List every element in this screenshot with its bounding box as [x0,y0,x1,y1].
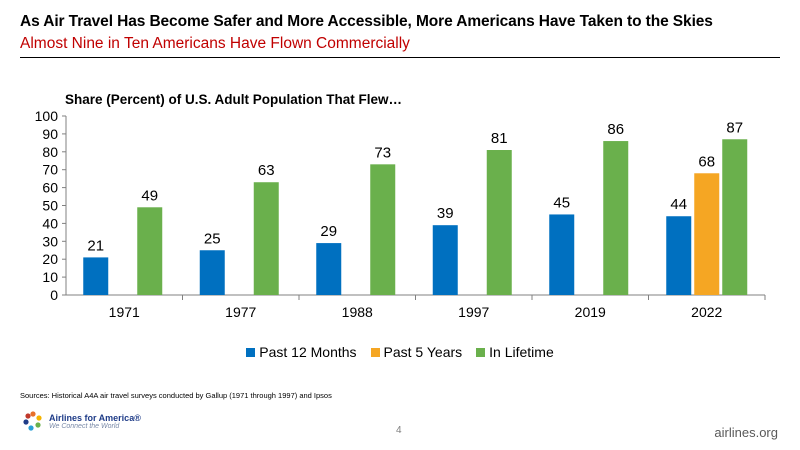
bar-in-lifetime [253,182,279,295]
data-label: 49 [141,187,158,204]
y-tick-label: 50 [42,198,58,214]
y-tick-label: 10 [42,269,58,285]
x-tick-label: 2022 [691,304,722,320]
data-label: 21 [87,237,104,254]
a4a-logo-icon [23,411,42,431]
title-divider [20,57,780,58]
y-tick-label: 90 [42,126,58,142]
bar-in-lifetime [370,164,396,295]
y-tick-label: 100 [35,108,59,124]
bar-in-lifetime [722,139,748,295]
data-label: 44 [670,196,687,213]
x-tick-label: 1977 [225,304,256,320]
bar-past-12-months [549,214,575,295]
bar-past-12-months [199,250,225,295]
bar-in-lifetime [137,207,163,295]
bar-in-lifetime [603,141,629,295]
y-tick-label: 60 [42,180,58,196]
site-url[interactable]: airlines.org [714,425,778,440]
data-label: 63 [258,162,275,179]
bar-past-5-years [694,173,720,295]
data-label: 87 [726,119,743,136]
y-tick-label: 30 [42,233,58,249]
y-tick-label: 80 [42,144,58,160]
airlines-for-america-logo: Airlines for America® We Connect the Wor… [22,410,141,432]
logo-tagline: We Connect the World [49,422,120,430]
bar-past-12-months [83,257,109,295]
legend-label: In Lifetime [489,344,554,360]
source-note: Sources: Historical A4A air travel surve… [20,391,332,400]
data-label: 68 [698,153,715,170]
bar-past-12-months [432,225,458,295]
x-tick-label: 1971 [109,304,140,320]
y-tick-label: 40 [42,215,58,231]
legend-item-past-12-months: Past 12 Months [246,344,357,360]
logo-name: Airlines for America® [49,412,141,423]
y-tick-label: 0 [50,287,58,303]
slide-title: As Air Travel Has Become Safer and More … [20,13,713,30]
legend-swatch [476,347,486,357]
chart-title: Share (Percent) of U.S. Adult Population… [65,92,403,107]
legend-label: Past 5 Years [383,344,463,360]
data-label: 81 [491,130,508,147]
legend-item-past-5-years: Past 5 Years [370,344,463,360]
y-tick-label: 20 [42,251,58,267]
x-tick-label: 1988 [342,304,373,320]
data-label: 39 [437,205,454,222]
legend-label: Past 12 Months [259,344,357,360]
slide-subtitle: Almost Nine in Ten Americans Have Flown … [20,35,410,52]
legend-swatch [370,347,380,357]
legend-swatch [246,347,256,357]
y-tick-label: 70 [42,162,58,178]
bar-past-12-months [666,216,692,295]
data-label: 45 [553,194,570,211]
data-label: 73 [374,144,391,161]
data-label: 86 [607,121,624,138]
data-label: 25 [204,230,221,247]
x-tick-label: 1997 [458,304,489,320]
bar-in-lifetime [486,150,512,295]
x-tick-label: 2019 [575,304,606,320]
bar-past-12-months [316,243,342,295]
chart-legend: Past 12 Months Past 5 Years In Lifetime [0,344,800,360]
legend-item-in-lifetime: In Lifetime [476,344,554,360]
data-label: 29 [320,223,337,240]
page-number: 4 [396,425,402,436]
